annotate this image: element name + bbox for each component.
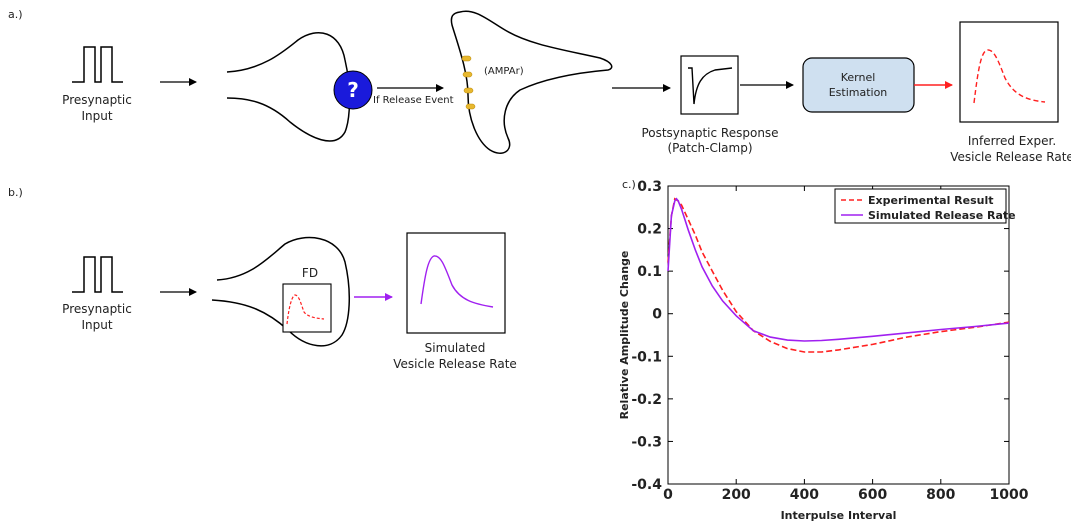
y-tick-label: -0.3	[631, 434, 662, 450]
x-tick-label: 0	[663, 487, 673, 503]
panel-label-c: c.)	[622, 178, 636, 191]
question-circle-icon	[333, 70, 373, 110]
simulated-label-2: Vesicle Release Rate	[393, 357, 517, 371]
presynaptic-terminal	[226, 31, 351, 142]
series-line-2	[667, 197, 1010, 342]
ampar-receptor-icons	[461, 55, 476, 110]
inferred-label-2: Vesicle Release Rate	[950, 150, 1071, 164]
simulated-rate-box	[406, 232, 506, 334]
pulse-train-icon-b	[72, 256, 123, 293]
epsc-trace	[688, 67, 733, 105]
x-tick-label: 200	[722, 487, 751, 503]
question-mark: ?	[347, 78, 359, 102]
postsynaptic-cell	[450, 10, 613, 154]
inferred-rate-curve	[973, 49, 1046, 104]
postsynaptic-label-1: Postsynaptic Response	[641, 126, 778, 140]
y-axis-label: Relative Amplitude Change	[618, 251, 631, 420]
panel-label-a: a.)	[8, 8, 23, 21]
y-tick-label: 0.2	[637, 222, 662, 238]
panel-label-b: b.)	[8, 186, 23, 199]
fd-mini-curve	[286, 294, 325, 325]
interpulse-chart: 0.30.20.10-0.1-0.2-0.3-0.40 200 400 600 800 1…	[618, 179, 1029, 521]
y-tick-label: -0.1	[631, 349, 662, 365]
plot-area	[667, 185, 1010, 485]
inferred-rate-box	[959, 21, 1059, 123]
fd-label: FD	[302, 266, 318, 280]
presynaptic-label-a1: Presynaptic	[62, 93, 132, 107]
y-tick-label: 0	[652, 307, 662, 323]
presynaptic-terminal-b	[211, 236, 351, 347]
inferred-label-1: Inferred Exper.	[968, 134, 1056, 148]
kernel-label-2: Estimation	[829, 86, 888, 99]
legend-box	[834, 188, 1007, 224]
pulse-train-icon	[72, 46, 123, 83]
simulated-rate-curve	[420, 255, 494, 308]
presynaptic-label-b2: Input	[81, 318, 112, 332]
x-axis-label: Interpulse Interval	[781, 509, 897, 521]
presynaptic-label-a2: Input	[81, 109, 112, 123]
y-tick-label: -0.2	[631, 392, 662, 408]
x-tick-label: 800	[926, 487, 955, 503]
legend-label-1: Experimental Result	[868, 194, 994, 207]
kernel-estimation-box	[802, 57, 915, 113]
series-line-1	[667, 197, 1010, 353]
release-event-label: If Release Event	[373, 95, 454, 106]
y-tick-label: 0.3	[637, 179, 662, 195]
y-tick-label: -0.4	[631, 477, 662, 493]
ampar-label: (AMPAr)	[484, 66, 524, 77]
kernel-label-1: Kernel	[841, 71, 876, 84]
x-tick-label: 400	[790, 487, 819, 503]
x-tick-label: 600	[858, 487, 887, 503]
fd-mini-box	[282, 283, 332, 333]
simulated-label-1: Simulated	[425, 341, 486, 355]
y-tick-label: 0.1	[637, 264, 662, 280]
legend-label-2: Simulated Release Rate	[868, 209, 1016, 222]
x-tick-label: 1000	[990, 487, 1029, 503]
patch-clamp-box	[680, 55, 739, 115]
presynaptic-label-b1: Presynaptic	[62, 302, 132, 316]
postsynaptic-label-2: (Patch-Clamp)	[667, 141, 752, 155]
